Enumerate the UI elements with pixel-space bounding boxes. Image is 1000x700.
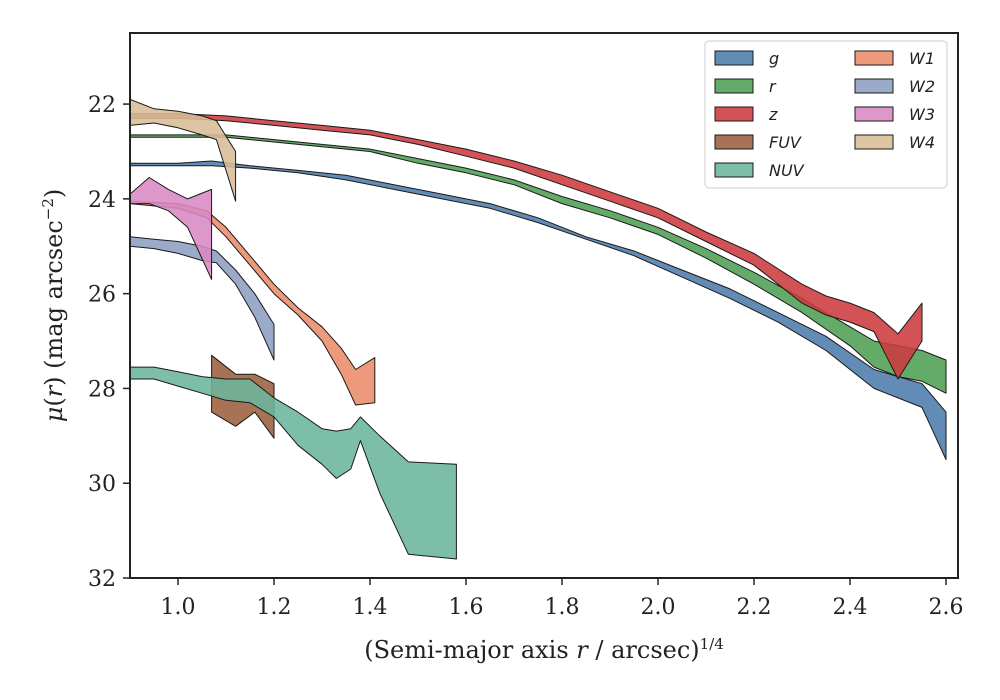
x-axis-label: (Semi-major axis r / arcsec)1/4 (364, 635, 724, 664)
y-tick-label: 26 (88, 283, 116, 308)
plot-frame (129, 32, 959, 579)
y-tick-label: 28 (88, 377, 116, 402)
y-axis-label-part: ) (40, 189, 68, 198)
legend-label-g: g (769, 49, 779, 68)
x-tick-label: 2.2 (737, 595, 772, 620)
x-tick-label: 1.0 (161, 595, 196, 620)
x-tick-label: 1.4 (353, 595, 388, 620)
x-tick-label: 2.6 (929, 595, 964, 620)
y-axis-label-part: ) (mag arcsec (40, 220, 68, 386)
x-tick-label: 1.2 (257, 595, 292, 620)
series-band-w1 (130, 200, 376, 406)
series-band-z (130, 113, 923, 380)
y-axis-label-part: −2 (39, 198, 57, 220)
x-tick-label: 1.6 (449, 595, 484, 620)
y-axis-label-part: ( (40, 397, 68, 406)
legend-swatch-z (714, 106, 754, 122)
legend-swatch-w4 (854, 134, 894, 150)
legend-label-nuv: NUV (769, 161, 805, 180)
y-tick-label: 24 (88, 188, 116, 213)
legend-swatch-g (714, 50, 754, 66)
x-axis-label-part: / arcsec) (588, 636, 700, 664)
legend-label-fuv: FUV (769, 133, 802, 152)
x-axis-label-part: (Semi-major axis (364, 636, 576, 664)
series-band-w2 (130, 236, 275, 361)
legend-label-w4: W4 (909, 133, 935, 152)
legend-swatch-w2 (854, 78, 894, 94)
legend-box (704, 40, 948, 189)
series-band-w3 (130, 177, 213, 280)
x-tick-label: 2.4 (833, 595, 868, 620)
x-tick-label: 2.0 (641, 595, 676, 620)
legend-label-z: z (768, 105, 778, 124)
y-axis-label-part: r (40, 384, 68, 397)
x-axis-label-part: r (576, 636, 589, 664)
legend: grz FUV NUV W1 W2 W3 W4 (704, 40, 948, 189)
series-band-nuv (130, 366, 457, 560)
series-band-w4 (130, 98, 237, 202)
y-tick-label: 30 (88, 472, 116, 497)
legend-label-w1: W1 (909, 49, 935, 68)
legend-swatch-w3 (854, 106, 894, 122)
y-axis-label: μ(r) (mag arcsec−2) (39, 189, 68, 423)
series-group (130, 98, 947, 560)
legend-label-w3: W3 (909, 105, 935, 124)
y-tick-label: 22 (88, 93, 116, 118)
legend-label-w2: W2 (909, 77, 935, 96)
plot-area (130, 98, 947, 560)
legend-swatch-w1 (854, 50, 894, 66)
legend-swatch-nuv (714, 162, 754, 178)
legend-swatch-r (714, 78, 754, 94)
x-tick-label: 1.8 (545, 595, 580, 620)
series-band-r (130, 134, 947, 394)
series-band-g (130, 160, 947, 460)
legend-swatch-fuv (714, 134, 754, 150)
x-axis-label-part: 1/4 (700, 635, 724, 653)
legend-label-r: r (769, 77, 777, 96)
axes: 1.0 1.2 1.4 1.6 1.8 2.0 2.2 2.4 2.6 22 24 26 28 30 32 (… (39, 32, 964, 664)
y-tick-label: 32 (88, 567, 116, 592)
y-axis-label-part: μ (40, 407, 68, 423)
